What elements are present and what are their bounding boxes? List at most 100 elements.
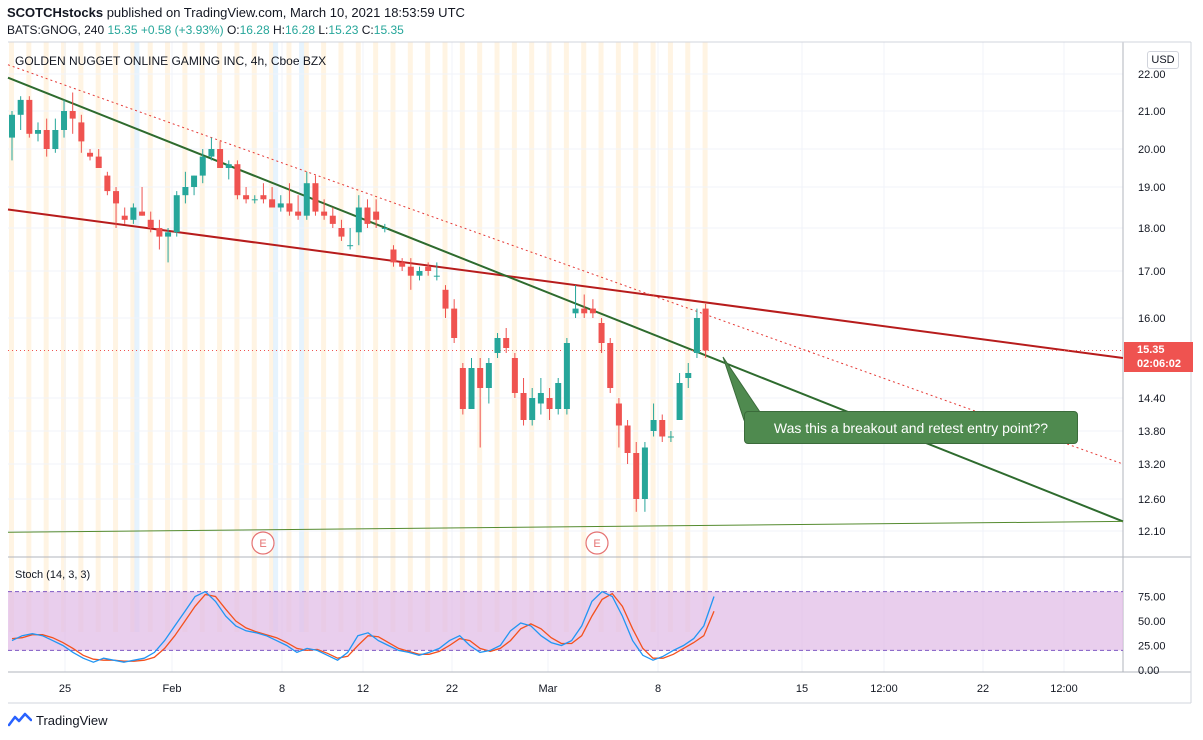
- candle[interactable]: [52, 118, 59, 153]
- candle[interactable]: [113, 187, 120, 228]
- candle[interactable]: [234, 160, 241, 200]
- candle[interactable]: [598, 318, 605, 353]
- candle-body: [477, 368, 484, 388]
- candle[interactable]: [641, 442, 648, 512]
- candle[interactable]: [390, 245, 397, 267]
- candle[interactable]: [61, 99, 68, 138]
- candle[interactable]: [95, 149, 102, 168]
- candle[interactable]: [563, 338, 570, 415]
- candle[interactable]: [468, 358, 475, 409]
- candle[interactable]: [581, 294, 588, 319]
- session-stripe: [581, 42, 587, 632]
- candle[interactable]: [676, 373, 683, 420]
- candle[interactable]: [87, 149, 94, 161]
- earnings-circle: [251, 531, 275, 555]
- price-axis[interactable]: 22.00 21.00 20.00 19.00 18.00 17.00 16.00 14.40…: [1138, 69, 1166, 538]
- candle[interactable]: [130, 203, 137, 224]
- annotation-callout[interactable]: Was this a breakout and retest entry poi…: [744, 411, 1078, 444]
- candle-body: [26, 99, 33, 134]
- time-axis[interactable]: 25 Feb 8 12 22 Mar 8 15 12:00 22 12:00: [59, 683, 1078, 695]
- candle[interactable]: [459, 363, 466, 415]
- candle[interactable]: [433, 262, 440, 281]
- author-name[interactable]: SCOTCHstocks: [7, 5, 104, 20]
- candle[interactable]: [494, 333, 501, 358]
- candle[interactable]: [303, 171, 310, 220]
- candle[interactable]: [321, 199, 328, 220]
- candle-body: [468, 368, 475, 409]
- candle[interactable]: [217, 141, 224, 168]
- currency-button[interactable]: USD: [1147, 51, 1179, 69]
- candle[interactable]: [555, 378, 562, 415]
- candle[interactable]: [529, 388, 536, 426]
- candle[interactable]: [35, 122, 42, 142]
- candle[interactable]: [381, 223, 388, 233]
- candle[interactable]: [615, 398, 622, 448]
- candle[interactable]: [156, 219, 163, 250]
- candle[interactable]: [442, 285, 449, 318]
- candle[interactable]: [26, 96, 33, 138]
- candle[interactable]: [572, 285, 579, 318]
- candle[interactable]: [312, 175, 319, 216]
- stoch-legend[interactable]: Stoch (14, 3, 3): [15, 569, 91, 581]
- candle[interactable]: [503, 328, 510, 353]
- candle[interactable]: [147, 211, 154, 233]
- candle[interactable]: [69, 92, 76, 134]
- candle[interactable]: [199, 149, 206, 184]
- candle[interactable]: [399, 258, 406, 271]
- candle[interactable]: [104, 171, 111, 196]
- candle[interactable]: [650, 403, 657, 437]
- candle[interactable]: [364, 199, 371, 228]
- candle[interactable]: [9, 111, 15, 161]
- candle[interactable]: [338, 219, 345, 241]
- candle[interactable]: [511, 353, 518, 398]
- candle[interactable]: [659, 414, 666, 443]
- candle[interactable]: [355, 195, 362, 246]
- candle[interactable]: [251, 195, 258, 204]
- candle[interactable]: [477, 358, 484, 448]
- candle[interactable]: [347, 228, 354, 250]
- candle[interactable]: [43, 118, 50, 157]
- candle[interactable]: [286, 183, 293, 216]
- candle[interactable]: [633, 442, 640, 512]
- candle[interactable]: [165, 228, 172, 263]
- candle[interactable]: [546, 388, 553, 420]
- candle[interactable]: [485, 358, 492, 404]
- candle[interactable]: [208, 137, 215, 161]
- tradingview-logo[interactable]: TradingView: [8, 712, 108, 728]
- candle[interactable]: [425, 262, 432, 276]
- candle[interactable]: [78, 114, 85, 153]
- candle[interactable]: [277, 195, 284, 212]
- price-tick-label: 20.00: [1138, 144, 1166, 156]
- candle[interactable]: [407, 258, 414, 290]
- candle[interactable]: [182, 171, 189, 204]
- session-stripe: [633, 42, 639, 632]
- candle[interactable]: [17, 96, 24, 130]
- candle[interactable]: [451, 299, 458, 343]
- candle[interactable]: [624, 420, 631, 464]
- candle[interactable]: [520, 378, 527, 426]
- candle[interactable]: [416, 266, 423, 281]
- candle[interactable]: [702, 303, 709, 358]
- candles[interactable]: [9, 92, 709, 512]
- earnings-marker[interactable]: E: [251, 531, 275, 555]
- candle[interactable]: [225, 160, 232, 180]
- candle[interactable]: [173, 191, 180, 237]
- candle[interactable]: [260, 183, 267, 204]
- candle[interactable]: [329, 207, 336, 229]
- candle[interactable]: [373, 199, 380, 228]
- candle[interactable]: [667, 431, 674, 442]
- candle[interactable]: [685, 363, 692, 388]
- candle[interactable]: [537, 378, 544, 415]
- candle[interactable]: [693, 308, 700, 358]
- candle[interactable]: [191, 175, 198, 196]
- candle[interactable]: [121, 207, 128, 224]
- candle[interactable]: [269, 187, 276, 208]
- earnings-marker[interactable]: E: [585, 531, 609, 555]
- candle[interactable]: [295, 195, 302, 220]
- candle[interactable]: [243, 187, 250, 204]
- candle[interactable]: [589, 299, 596, 318]
- candle[interactable]: [139, 187, 146, 216]
- candle[interactable]: [607, 338, 614, 393]
